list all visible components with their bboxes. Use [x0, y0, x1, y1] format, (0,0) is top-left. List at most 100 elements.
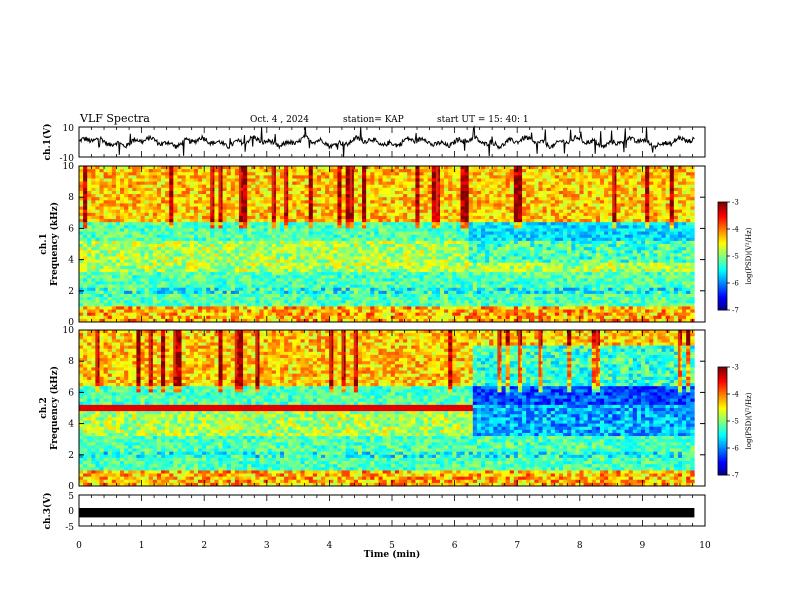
spectrogram-cell	[140, 225, 145, 229]
spectrogram-cell	[333, 265, 338, 270]
spectrogram-cell	[464, 200, 470, 204]
spectrogram-cell	[124, 240, 129, 245]
spectrogram-cell	[304, 300, 310, 304]
spectrogram-cell	[202, 293, 207, 298]
spectrogram-cell	[177, 237, 182, 242]
spectrogram-cell	[169, 244, 174, 248]
spectrogram-cell	[411, 312, 416, 317]
spectrogram-cell	[222, 287, 227, 292]
spectrogram-cell	[263, 253, 269, 257]
spectrogram-cell	[271, 237, 277, 242]
spectrogram-cell	[407, 203, 412, 207]
spectrogram-cell	[448, 175, 453, 179]
spectrogram-cell	[120, 222, 125, 226]
spectrogram-cell	[136, 312, 141, 317]
spectrogram-cell	[124, 234, 129, 239]
spectrogram-cell	[407, 278, 412, 282]
spectrogram-cell	[288, 312, 293, 317]
spectrogram-cell	[185, 166, 191, 170]
spectrogram-cell	[427, 190, 433, 195]
spectrogram-cell	[382, 215, 387, 220]
spectrogram-cell	[222, 234, 227, 239]
spectrogram-cell	[222, 194, 227, 198]
spectrogram-cell	[349, 219, 355, 223]
spectrogram-cell	[444, 281, 449, 285]
spectrogram-cell	[407, 169, 412, 173]
spectrogram-cell	[115, 237, 121, 242]
spectrogram-cell	[226, 244, 232, 248]
spectrogram-cell	[140, 278, 145, 282]
spectrogram-cell	[476, 284, 482, 288]
spectrogram-cell	[120, 190, 125, 195]
spectrogram-cell	[403, 228, 408, 232]
spectrogram-cell	[230, 209, 236, 214]
spectrogram-cell	[222, 172, 227, 176]
spectrogram-cell	[329, 278, 334, 282]
spectrogram-cell	[427, 293, 433, 298]
spectrogram-cell	[374, 303, 379, 307]
spectrogram-cell	[83, 247, 88, 251]
spectrogram-cell	[189, 187, 195, 192]
spectrogram-cell	[173, 169, 178, 173]
spectrogram-cell	[296, 278, 301, 282]
spectrogram-cell	[329, 181, 334, 186]
spectrogram-cell	[362, 309, 367, 313]
spectrogram-cell	[407, 309, 412, 313]
spectrogram-cell	[169, 175, 174, 179]
spectrogram-cell	[312, 256, 318, 260]
spectrogram-cell	[189, 278, 195, 282]
spectrogram-cell	[197, 290, 203, 295]
spectrogram-cell	[415, 262, 420, 267]
spectrogram-cell	[120, 215, 125, 220]
spectrogram-cell	[403, 300, 408, 304]
spectrogram-cell	[136, 244, 141, 248]
spectrogram-cell	[304, 256, 310, 260]
spectrogram-cell	[337, 272, 342, 276]
spectrogram-cell	[99, 197, 104, 201]
spectrogram-cell	[448, 315, 453, 320]
spectrogram-cell	[103, 275, 109, 279]
spectrogram-cell	[357, 175, 363, 179]
spectrogram-cell	[251, 268, 256, 273]
spectrogram-cell	[316, 231, 322, 235]
spectrogram-cell	[300, 206, 305, 210]
spectrogram-cell	[398, 244, 404, 248]
spectrogram-cell	[202, 303, 207, 307]
spectrogram-cell	[161, 250, 166, 254]
spectrogram-cell	[345, 219, 351, 223]
spectrogram-cell	[398, 253, 404, 257]
spectrogram-cell	[411, 278, 416, 282]
spectrogram-cell	[140, 209, 145, 214]
spectrogram-cell	[444, 262, 449, 267]
spectrogram-cell	[300, 237, 305, 242]
spectrogram-cell	[435, 303, 441, 307]
spectrogram-cell	[103, 215, 109, 220]
spectrogram-cell	[398, 215, 404, 220]
spectrogram-cell	[476, 215, 482, 220]
spectrogram-cell	[370, 315, 375, 320]
spectrogram-cell	[128, 184, 133, 189]
spectrogram-cell	[226, 272, 232, 276]
spectrogram-cell	[99, 209, 104, 214]
spectrogram-cell	[431, 290, 437, 295]
spectrogram-cell	[247, 300, 252, 304]
spectrogram-cell	[304, 212, 310, 217]
spectrogram-cell	[448, 297, 453, 301]
spectrogram-cell	[304, 303, 310, 307]
spectrogram-cell	[468, 265, 474, 270]
spectrogram-cell	[222, 265, 227, 270]
spectrogram-cell	[218, 244, 223, 248]
spectrogram-cell	[288, 178, 293, 182]
spectrogram-cell	[357, 265, 363, 270]
spectrogram-cell	[115, 300, 121, 304]
spectrogram-cell	[423, 284, 428, 288]
spectrogram-cell	[296, 172, 301, 176]
spectrogram-cell	[169, 281, 174, 285]
spectrogram-cell	[189, 234, 195, 239]
spectrogram-cell	[476, 281, 482, 285]
spectrogram-cell	[95, 275, 100, 279]
spectrogram-cell	[472, 306, 478, 310]
spectrogram-cell	[140, 268, 145, 273]
spectrogram-cell	[476, 287, 482, 292]
spectrogram-cell	[407, 175, 412, 179]
